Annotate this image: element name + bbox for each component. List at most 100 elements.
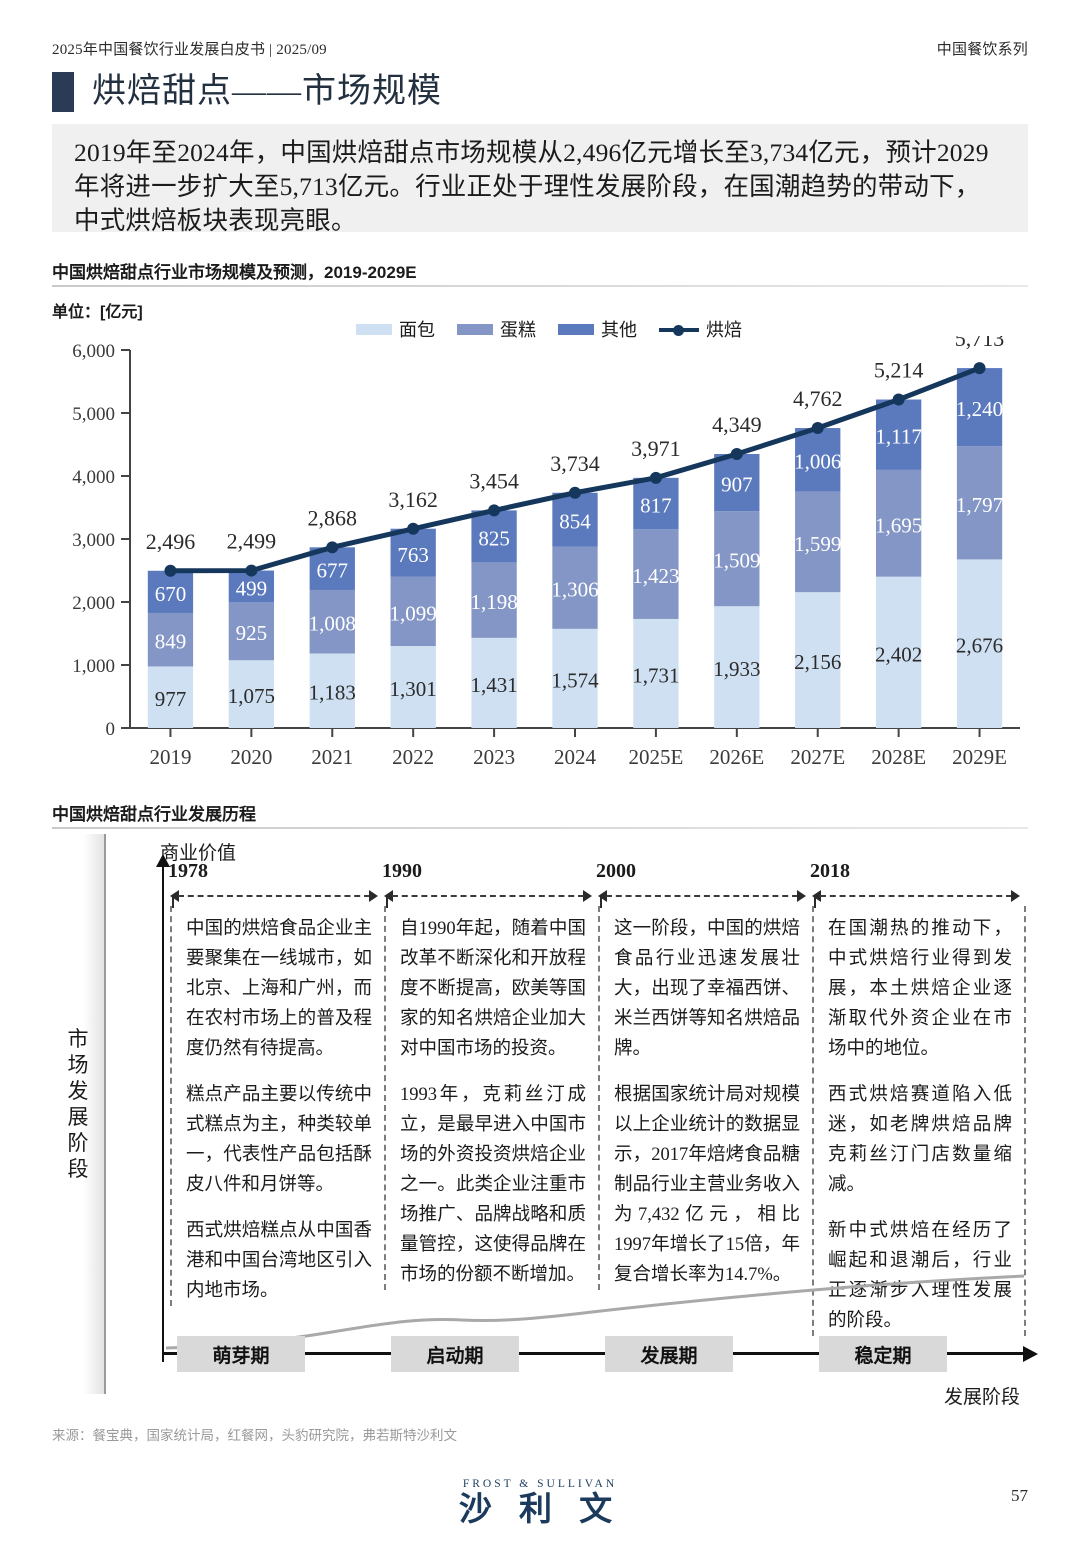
page-number: 57 (1011, 1486, 1028, 1505)
timeline-left-panel (52, 834, 106, 1394)
svg-text:2022: 2022 (392, 745, 434, 769)
timeline-arrow-right-icon (583, 890, 592, 902)
timeline-section-title: 中国烘焙甜点行业发展历程 (52, 805, 256, 824)
svg-text:3,971: 3,971 (631, 436, 681, 461)
svg-text:2026E: 2026E (709, 745, 764, 769)
timeline-section-divider (52, 827, 1028, 829)
timeline-year-1990: 1990 (382, 860, 422, 882)
chart-section-title: 中国烘焙甜点行业市场规模及预测，2019-2029E (52, 263, 417, 282)
timeline-segment-arrow-1 (170, 890, 378, 908)
svg-text:4,349: 4,349 (712, 412, 762, 437)
svg-text:1,117: 1,117 (875, 425, 921, 449)
svg-text:849: 849 (155, 630, 187, 654)
timeline-paragraph: 这一阶段，中国的烘焙食品行业迅速发展壮大，出现了幸福西饼、米兰西饼等知名烘焙品牌… (614, 919, 800, 1059)
svg-text:763: 763 (397, 543, 429, 567)
svg-text:2025E: 2025E (628, 745, 683, 769)
timeline-segment-tick-icon (386, 896, 388, 908)
svg-text:2023: 2023 (473, 745, 515, 769)
timeline-paragraph: 西式烘焙糕点从中国香港和中国台湾地区引入内地市场。 (186, 1221, 372, 1301)
svg-text:5,000: 5,000 (72, 404, 115, 425)
timeline-segment-dashed-line (606, 895, 798, 897)
svg-text:1,306: 1,306 (551, 578, 598, 602)
timeline-arrow-right-icon (369, 890, 378, 902)
timeline-segment-arrow-4 (812, 890, 1020, 908)
svg-text:1,695: 1,695 (875, 513, 922, 537)
timeline-column-1: 中国的烘焙食品企业主要聚集在一线城市，如北京、上海和广州，而在农村市场上的普及程… (170, 906, 384, 1306)
legend-item-total: 烘焙 (659, 316, 742, 342)
svg-text:2,000: 2,000 (72, 593, 115, 614)
svg-text:1,008: 1,008 (309, 612, 356, 636)
svg-text:1,599: 1,599 (794, 532, 841, 556)
timeline-y-axis-arrow-icon (156, 854, 170, 1362)
footer-brand-english: FROST & SULLIVAN (462, 1478, 618, 1490)
svg-text:1,006: 1,006 (794, 450, 841, 474)
svg-text:2,868: 2,868 (308, 505, 358, 530)
svg-text:1,933: 1,933 (713, 657, 760, 681)
legend-label-total: 烘焙 (706, 320, 742, 340)
timeline-column-4: 在国潮热的推动下，中式烘焙行业得到发展，本土烘焙企业逐渐取代外资企业在市场中的地… (812, 906, 1026, 1336)
svg-text:854: 854 (559, 510, 591, 534)
timeline-segment-tick-icon (600, 896, 602, 908)
svg-text:1,301: 1,301 (390, 677, 437, 701)
timeline-paragraph: 在国潮热的推动下，中式烘焙行业得到发展，本土烘焙企业逐渐取代外资企业在市场中的地… (828, 919, 1012, 1059)
legend-item-bread: 面包 (356, 316, 435, 342)
legend-swatch-bread-icon (356, 323, 392, 335)
timeline-segment-dashed-line (392, 895, 584, 897)
timeline-year-2000: 2000 (596, 860, 636, 882)
svg-text:1,099: 1,099 (390, 601, 437, 625)
timeline-x-axis-label: 发展阶段 (943, 1387, 1020, 1408)
svg-text:1,075: 1,075 (228, 684, 275, 708)
legend-label-cake: 蛋糕 (500, 320, 536, 340)
timeline-stage-1: 萌芽期 (177, 1336, 305, 1372)
svg-text:2020: 2020 (230, 745, 272, 769)
svg-text:1,183: 1,183 (309, 681, 356, 705)
svg-text:1,000: 1,000 (72, 656, 115, 677)
legend-swatch-other-icon (558, 323, 594, 335)
market-size-stacked-bar-chart: 0 1,000 2,000 3,000 4,000 5,000 6,000 977 849 670… (52, 336, 1028, 786)
svg-text:0: 0 (106, 719, 116, 740)
timeline-y-axis-label: 商业价值 (160, 843, 237, 864)
summary-callout: 2019年至2024年，中国烘焙甜点市场规模从2,496亿元增长至3,734亿元… (52, 124, 1028, 235)
svg-text:6,000: 6,000 (72, 341, 115, 362)
svg-text:2019: 2019 (149, 745, 191, 769)
timeline-baseline-arrow-icon (162, 1346, 1038, 1362)
timeline-paragraph: 西式烘焙赛道陷入低迷，如老牌烘焙品牌克莉丝汀门店数量缩减。 (828, 1085, 1012, 1195)
timeline-column-2: 自1990年起，随着中国改革不断深化和开放程度不断提高，欧美等国家的知名烘焙企业… (384, 906, 598, 1290)
timeline-segment-arrow-2 (384, 890, 592, 908)
svg-text:670: 670 (155, 582, 187, 606)
timeline-paragraph: 1993年，克莉丝汀成立，是最早进入中国市场的外资投资烘焙企业之一。此类企业注重… (400, 1085, 586, 1285)
timeline-column-3: 这一阶段，中国的烘焙食品行业迅速发展壮大，出现了幸福西饼、米兰西饼等知名烘焙品牌… (598, 906, 812, 1290)
legend-line-marker-icon (659, 324, 699, 336)
svg-text:817: 817 (640, 494, 672, 518)
svg-text:2,496: 2,496 (146, 529, 196, 554)
timeline-stage-4: 稳定期 (819, 1336, 947, 1372)
svg-text:977: 977 (155, 687, 187, 711)
svg-text:3,162: 3,162 (388, 487, 438, 512)
svg-text:2029E: 2029E (952, 745, 1007, 769)
svg-text:4,762: 4,762 (793, 386, 843, 411)
source-note: 来源：餐宝典，国家统计局，红餐网，头豹研究院，弗若斯特沙利文 (52, 1428, 457, 1443)
timeline-paragraph: 自1990年起，随着中国改革不断深化和开放程度不断提高，欧美等国家的知名烘焙企业… (400, 919, 586, 1059)
page-title: 烘焙甜点——市场规模 (52, 72, 442, 112)
timeline-year-2018: 2018 (810, 860, 850, 882)
timeline-arrow-right-icon (1011, 890, 1020, 902)
svg-text:2,402: 2,402 (875, 642, 922, 666)
legend-item-other: 其他 (558, 316, 637, 342)
svg-text:1,797: 1,797 (956, 493, 1003, 517)
timeline-stage-2: 启动期 (391, 1336, 519, 1372)
chart-legend: 面包 蛋糕 其他 烘焙 (356, 316, 742, 342)
svg-text:2024: 2024 (554, 745, 597, 769)
svg-text:1,198: 1,198 (470, 590, 517, 614)
svg-text:677: 677 (317, 559, 349, 583)
svg-text:1,240: 1,240 (956, 397, 1003, 421)
svg-text:3,000: 3,000 (72, 530, 115, 551)
svg-text:2021: 2021 (311, 745, 353, 769)
svg-text:499: 499 (236, 576, 268, 600)
title-square-marker-icon (52, 72, 74, 112)
timeline-segment-dashed-line (178, 895, 370, 897)
timeline-growth-curve-icon (165, 1274, 1025, 1350)
legend-item-cake: 蛋糕 (457, 316, 536, 342)
svg-text:2028E: 2028E (871, 745, 926, 769)
header-right-text: 中国餐饮系列 (936, 42, 1028, 58)
